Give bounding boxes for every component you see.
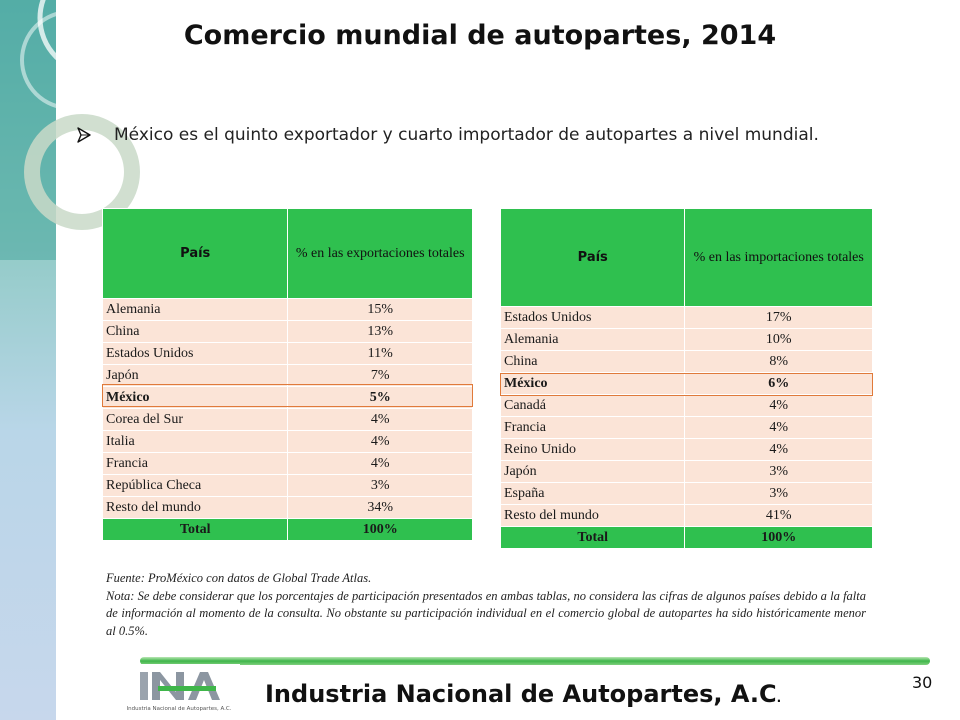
imports-header-country: País (499, 208, 686, 307)
page-number: 30 (912, 673, 933, 692)
slide-title: Comercio mundial de autopartes, 2014 (183, 20, 777, 51)
imports-country-cell: Estados Unidos (499, 306, 686, 329)
imports-total-value: 100% (684, 526, 873, 549)
exports-pct-cell: 4% (287, 452, 473, 475)
imports-country-cell: Resto del mundo (499, 504, 686, 527)
table-row: Francia 4% (101, 452, 473, 475)
exports-pct-cell: 4% (287, 408, 473, 431)
table-row: México 6% (499, 372, 873, 395)
imports-country-cell: España (499, 482, 686, 505)
imports-pct-cell: 10% (684, 328, 873, 351)
exports-header-country: País (101, 208, 289, 299)
footnotes: Fuente: ProMéxico con datos de Global Tr… (106, 570, 866, 640)
exports-country-cell: China (101, 320, 289, 343)
imports-pct-cell: 41% (684, 504, 873, 527)
imports-country-cell: Francia (499, 416, 686, 439)
bullet-text: México es el quinto exportador y cuarto … (114, 125, 819, 145)
table-row: China 13% (101, 320, 473, 343)
exports-country-cell: Corea del Sur (101, 408, 289, 431)
exports-country-cell: Italia (101, 430, 289, 453)
table-row: Reino Unido 4% (499, 438, 873, 461)
exports-header-pct: % en las exportaciones totales (287, 208, 473, 299)
table-row: Francia 4% (499, 416, 873, 439)
decorative-rings (0, 0, 140, 260)
footer-org-text: Industria Nacional de Autopartes, A.C (265, 680, 777, 708)
exports-pct-cell: 11% (287, 342, 473, 365)
table-row: China 8% (499, 350, 873, 373)
imports-country-cell: China (499, 350, 686, 373)
exports-pct-cell: 3% (287, 474, 473, 497)
imports-pct-cell: 3% (684, 482, 873, 505)
exports-country-cell: Japón (101, 364, 289, 387)
table-row: España 3% (499, 482, 873, 505)
imports-pct-cell: 4% (684, 416, 873, 439)
table-row: Estados Unidos 11% (101, 342, 473, 365)
exports-country-cell: Estados Unidos (101, 342, 289, 365)
table-row: Japón 3% (499, 460, 873, 483)
exports-pct-cell: 4% (287, 430, 473, 453)
footer-org-name: Industria Nacional de Autopartes, A.C. (265, 680, 781, 708)
table-row: Corea del Sur 4% (101, 408, 473, 431)
table-row: Alemania 15% (101, 298, 473, 321)
exports-pct-cell: 7% (287, 364, 473, 387)
exports-pct-cell: 15% (287, 298, 473, 321)
exports-pct-cell: 13% (287, 320, 473, 343)
imports-table: País % en las importaciones totales Esta… (499, 208, 873, 549)
table-row: República Checa 3% (101, 474, 473, 497)
imports-country-cell: Japón (499, 460, 686, 483)
bullet-point: México es el quinto exportador y cuarto … (76, 120, 856, 151)
exports-pct-cell: 34% (287, 496, 473, 519)
exports-country-cell: Resto del mundo (101, 496, 289, 519)
table-row: Italia 4% (101, 430, 473, 453)
imports-header-pct: % en las importaciones totales (684, 208, 873, 307)
exports-country-cell: Alemania (101, 298, 289, 321)
table-row: Estados Unidos 17% (499, 306, 873, 329)
footer-divider (140, 657, 930, 665)
exports-total-label: Total (101, 518, 289, 541)
imports-pct-cell: 3% (684, 460, 873, 483)
table-row: Resto del mundo 34% (101, 496, 473, 519)
imports-country-cell: Canadá (499, 394, 686, 417)
imports-total-label: Total (499, 526, 686, 549)
table-row: Canadá 4% (499, 394, 873, 417)
footer-org-period: . (776, 691, 782, 705)
logo-text: Industria Nacional de Autopartes, A.C. (127, 706, 232, 712)
exports-table: País % en las exportaciones totales Alem… (101, 208, 473, 541)
disclaimer-note: Nota: Se debe considerar que los porcent… (106, 588, 866, 638)
imports-country-cell: México (499, 372, 686, 395)
table-row: Alemania 10% (499, 328, 873, 351)
imports-country-cell: Reino Unido (499, 438, 686, 461)
source-note: Fuente: ProMéxico con datos de Global Tr… (106, 571, 372, 585)
exports-country-cell: México (101, 386, 289, 409)
imports-pct-cell: 4% (684, 394, 873, 417)
arrow-bullet-icon (77, 127, 91, 143)
exports-country-cell: República Checa (101, 474, 289, 497)
imports-pct-cell: 17% (684, 306, 873, 329)
imports-pct-cell: 4% (684, 438, 873, 461)
ina-logo: Industria Nacional de Autopartes, A.C. (118, 664, 240, 720)
imports-pct-cell: 6% (684, 372, 873, 395)
exports-total-value: 100% (287, 518, 473, 541)
imports-pct-cell: 8% (684, 350, 873, 373)
imports-country-cell: Alemania (499, 328, 686, 351)
table-row: México 5% (101, 386, 473, 409)
exports-pct-cell: 5% (287, 386, 473, 409)
table-row: Resto del mundo 41% (499, 504, 873, 527)
table-row: Japón 7% (101, 364, 473, 387)
exports-country-cell: Francia (101, 452, 289, 475)
